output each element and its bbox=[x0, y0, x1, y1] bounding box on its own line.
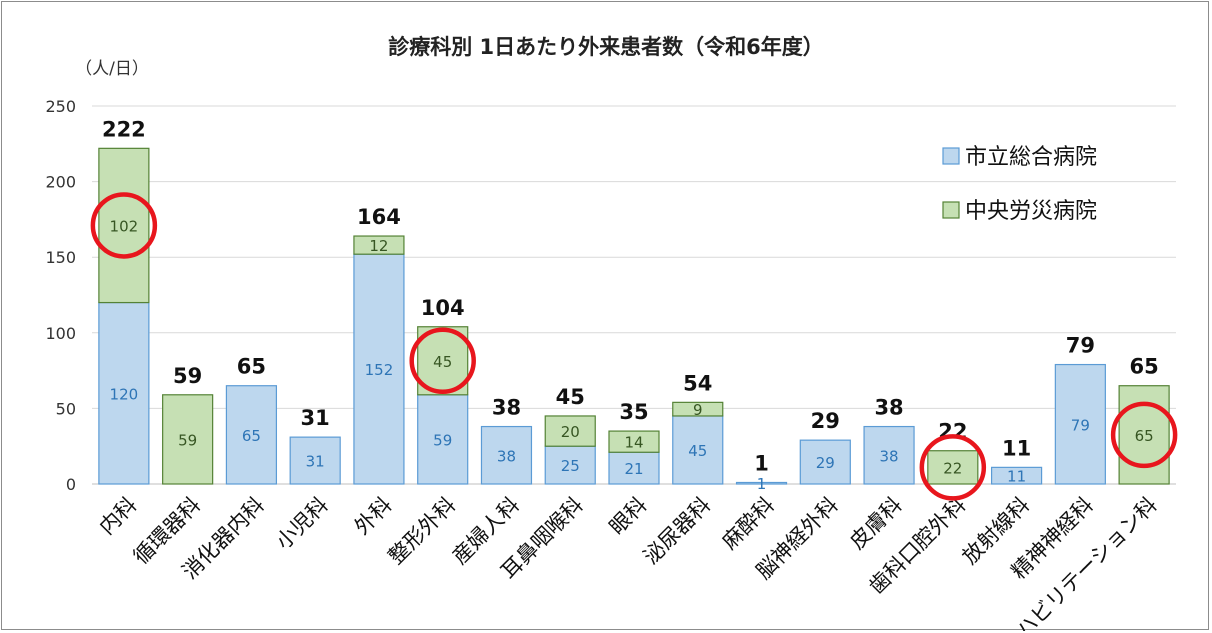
y-axis-ticks: 0 50 100 150 200 250 bbox=[45, 97, 76, 494]
legend-label-shiritsu: 市立総合病院 bbox=[965, 145, 1097, 170]
bar-segment-shiritsu bbox=[353, 253, 405, 485]
x-category-label: 外科 bbox=[350, 493, 397, 540]
chart-title: 診療科別 1日あたり外来患者数（令和6年度） bbox=[388, 35, 824, 59]
total-value-label: 65 bbox=[1130, 355, 1159, 379]
x-category-label: 泌尿器科 bbox=[639, 493, 715, 569]
segment-value-label: 59 bbox=[433, 431, 452, 449]
legend-swatch-shiritsu bbox=[942, 147, 960, 165]
segment-value-label: 65 bbox=[242, 427, 261, 445]
bar-segment-shiritsu bbox=[98, 301, 150, 485]
total-value-label: 35 bbox=[619, 400, 648, 424]
total-value-label: 104 bbox=[421, 296, 465, 320]
segment-value-label: 31 bbox=[306, 453, 325, 471]
segment-value-label: 152 bbox=[365, 361, 394, 379]
y-tick-label: 200 bbox=[45, 173, 76, 192]
y-tick-label: 50 bbox=[56, 399, 76, 418]
highlight-circle bbox=[919, 434, 987, 501]
y-tick-label: 100 bbox=[45, 324, 76, 343]
segment-value-label: 38 bbox=[880, 447, 899, 465]
highlight-circle bbox=[409, 327, 476, 395]
segment-value-label: 45 bbox=[433, 353, 452, 371]
bar-segment-shiritsu bbox=[990, 466, 1043, 485]
segment-value-label: 14 bbox=[624, 434, 643, 452]
y-tick-label: 250 bbox=[45, 97, 76, 116]
x-category-label: 皮膚科 bbox=[845, 493, 907, 555]
total-value-label: 11 bbox=[1002, 436, 1031, 460]
y-tick-label: 0 bbox=[66, 475, 76, 494]
total-value-label: 79 bbox=[1066, 334, 1095, 358]
bar-segment-rousai bbox=[162, 394, 214, 485]
bar-segment-shiritsu bbox=[735, 481, 788, 485]
y-tick-label: 150 bbox=[45, 248, 76, 267]
total-value-label: 31 bbox=[301, 406, 330, 430]
bar-segment-rousai bbox=[672, 401, 724, 417]
segment-value-label: 21 bbox=[624, 460, 643, 478]
segment-value-label: 102 bbox=[110, 217, 139, 235]
legend-label-rousai: 中央労災病院 bbox=[965, 199, 1097, 224]
x-category-label: 整形外科 bbox=[384, 493, 460, 569]
x-category-label: 麻酔科 bbox=[718, 493, 780, 555]
bar-segment-rousai bbox=[608, 430, 660, 453]
segment-value-label: 38 bbox=[497, 447, 516, 465]
bar-segment-rousai bbox=[98, 147, 150, 304]
bar-segment-shiritsu bbox=[544, 445, 596, 485]
bar-segment-shiritsu bbox=[225, 385, 278, 485]
highlight-circle bbox=[90, 192, 158, 259]
bar-segment-rousai bbox=[544, 415, 596, 447]
y-axis-unit-label: （人/日） bbox=[75, 59, 149, 79]
segment-value-label: 45 bbox=[688, 442, 707, 460]
total-value-label: 222 bbox=[102, 117, 146, 141]
highlight-circle bbox=[1110, 401, 1178, 469]
highlight-circles bbox=[90, 192, 1178, 501]
bars: 120 102 59 65 31 152 12 59 45 38 25 20 21 14 45 9 1 29 38 2… bbox=[98, 147, 1170, 493]
total-value-label: 164 bbox=[357, 205, 401, 229]
segment-value-label: 79 bbox=[1071, 416, 1090, 434]
bar-segment-shiritsu bbox=[799, 439, 851, 485]
bar-segment-shiritsu bbox=[1054, 363, 1106, 485]
bar-segment-shiritsu bbox=[863, 425, 915, 485]
segment-value-label: 20 bbox=[561, 423, 580, 441]
segment-value-label: 9 bbox=[693, 401, 703, 419]
segment-value-label: 120 bbox=[110, 385, 139, 403]
bar-segment-shiritsu bbox=[608, 451, 660, 485]
bar-segment-shiritsu bbox=[289, 436, 341, 485]
segment-value-label: 22 bbox=[943, 459, 962, 477]
x-category-label: 小児科 bbox=[271, 493, 333, 555]
total-value-label: 65 bbox=[237, 355, 266, 379]
total-value-label: 54 bbox=[683, 371, 712, 395]
bar-segment-rousai bbox=[927, 450, 979, 485]
bar-segment-rousai bbox=[353, 235, 405, 255]
segment-value-label: 59 bbox=[178, 431, 197, 449]
total-value-label: 29 bbox=[811, 409, 840, 433]
segment-value-label: 12 bbox=[369, 237, 388, 255]
bar-segment-shiritsu bbox=[672, 415, 724, 485]
total-value-label: 38 bbox=[492, 396, 521, 420]
segment-value-label: 65 bbox=[1135, 427, 1154, 445]
total-value-label: 59 bbox=[173, 364, 202, 388]
x-category-label: 内科 bbox=[95, 493, 142, 540]
total-value-label: 1 bbox=[754, 451, 769, 475]
segment-value-label: 25 bbox=[561, 457, 580, 475]
x-category-label: 眼科 bbox=[605, 493, 652, 540]
total-value-label: 45 bbox=[556, 385, 585, 409]
legend-swatch-rousai bbox=[942, 201, 960, 219]
bar-segment-shiritsu bbox=[480, 425, 533, 485]
bar-segment-rousai bbox=[417, 326, 469, 396]
segment-value-label: 29 bbox=[816, 454, 835, 472]
segment-value-label: 1 bbox=[757, 475, 767, 493]
total-value-label: 38 bbox=[874, 396, 903, 420]
segment-value-label: 11 bbox=[1007, 468, 1026, 486]
